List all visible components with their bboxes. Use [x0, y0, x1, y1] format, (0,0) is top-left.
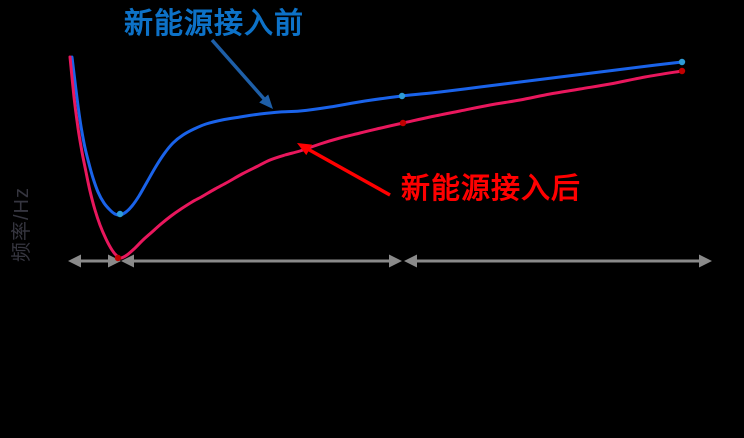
curve-after-marker-dot-3 [678, 67, 686, 75]
annotation-label-before-integration: 新能源接入前 [124, 8, 305, 40]
stage-span-3-right-arrowhead-icon [699, 254, 712, 268]
stage-span-1-right-arrowhead-icon [108, 254, 121, 268]
y-axis-label: 频率/Hz [11, 187, 33, 262]
curve-before-marker-dot-3 [678, 58, 686, 66]
annotation-arrow-before-line [210, 38, 267, 102]
stage-span-1-left-arrowhead-icon [68, 254, 81, 268]
annotation-label-after-integration: 新能源接入后 [401, 173, 582, 205]
annotation-arrow-after-line [306, 147, 391, 197]
curve-before-integration [70, 55, 684, 217]
stage-span-3-left-arrowhead-icon [404, 254, 417, 268]
stage-span-2-left-arrowhead-icon [121, 254, 134, 268]
curve-before-marker-dot-1 [116, 210, 124, 218]
curve-before-marker-dot-2 [398, 92, 406, 100]
annotation-arrow-before-arrowhead-icon [259, 94, 273, 109]
curve-after-integration [68, 55, 684, 260]
stage-span-2-right-arrowhead-icon [389, 254, 402, 268]
curve-after-marker-dot-1 [114, 254, 122, 262]
curve-after-marker-dot-2 [399, 119, 407, 127]
annotation-arrow-after-arrowhead-icon [297, 143, 313, 156]
